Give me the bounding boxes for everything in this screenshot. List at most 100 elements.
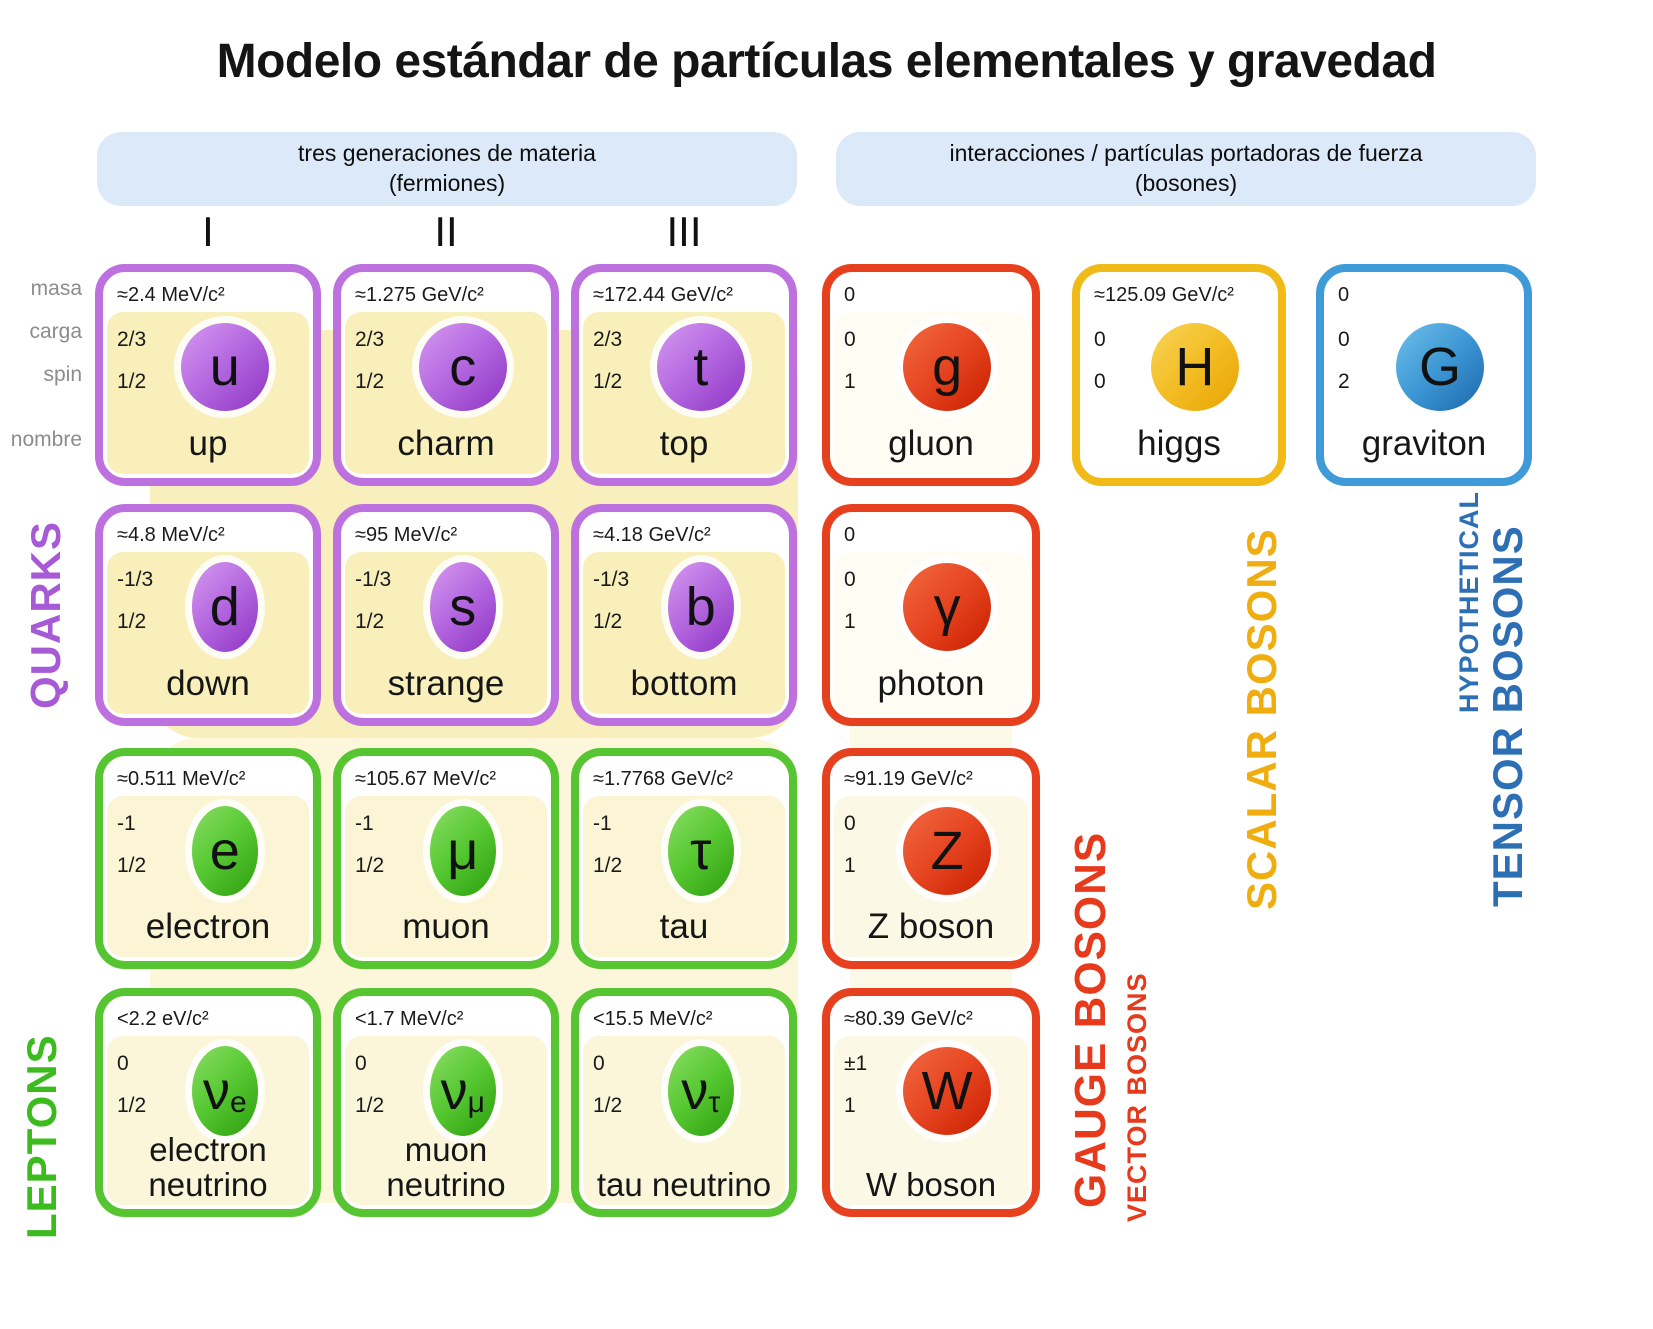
mass-value: 0 <box>844 524 856 546</box>
particle-symbol: ν <box>440 1061 468 1121</box>
row-label-charge: carga <box>29 320 82 343</box>
hypothetical-category-label: HYPOTHETICAL <box>1454 490 1484 713</box>
charge-value: 0 <box>844 812 856 835</box>
mass-value: ≈2.4 MeV/c² <box>117 284 225 306</box>
particle-card-higgs: ≈125.09 GeV/c² 0 0 H higgs <box>1072 264 1286 486</box>
particle-name: top <box>659 424 709 463</box>
particle-symbol: c <box>449 337 477 397</box>
particle-symbol: μ <box>447 821 479 881</box>
particle-card-graviton: 0 0 2 G graviton <box>1316 264 1532 486</box>
particle-symbol-circle: g <box>903 323 992 411</box>
page-title: Modelo estándar de partículas elementale… <box>216 35 1437 88</box>
particle-symbol-subscript: μ <box>467 1086 485 1119</box>
bosons-header-line2: (bosones) <box>1134 170 1238 196</box>
mass-value: ≈4.18 GeV/c² <box>593 524 711 546</box>
fermions-header-line1: tres generaciones de materia <box>298 140 596 167</box>
particle-symbol-circle: t <box>656 323 745 411</box>
charge-value: 2/3 <box>117 328 147 351</box>
particle-symbol-circle: u <box>180 323 269 411</box>
mass-value: <15.5 MeV/c² <box>593 1008 713 1030</box>
mass-value: 0 <box>844 284 856 306</box>
mass-value: ≈0.511 MeV/c² <box>117 768 246 790</box>
charge-value: -1/3 <box>117 568 154 591</box>
particle-symbol: g <box>932 337 963 397</box>
row-label-mass: masa <box>30 277 82 300</box>
particle-name: photon <box>877 664 985 703</box>
charge-value: -1 <box>355 812 374 835</box>
generation-label-1: I <box>202 208 214 255</box>
charge-value: -1/3 <box>355 568 392 591</box>
spin-value: 1 <box>844 370 856 393</box>
mass-value: ≈4.8 MeV/c² <box>117 524 225 546</box>
particle-card-z-boson: ≈91.19 GeV/c² 0 1 Z Z boson <box>822 748 1040 969</box>
particle-symbol: γ <box>933 577 961 637</box>
particle-symbol: ν <box>681 1061 709 1121</box>
particle-symbol: u <box>209 337 240 397</box>
spin-value: 1/2 <box>593 1094 623 1117</box>
particle-symbol-circle: τ <box>667 806 734 896</box>
particle-symbol: τ <box>690 821 712 881</box>
spin-value: 0 <box>1094 370 1106 393</box>
particle-symbol: s <box>449 577 477 637</box>
spin-value: 1/2 <box>117 1094 147 1117</box>
mass-value: ≈105.67 MeV/c² <box>355 768 497 790</box>
charge-value: ±1 <box>844 1052 868 1075</box>
particle-symbol-circle: e <box>191 806 258 896</box>
particle-symbol: G <box>1418 337 1461 397</box>
row-label-spin: spin <box>43 363 82 386</box>
particle-card-strange: ≈95 MeV/c² -1/3 1/2 s strange <box>333 504 559 726</box>
spin-value: 1/2 <box>355 370 385 393</box>
particle-name: gluon <box>888 424 974 463</box>
mass-value: ≈1.275 GeV/c² <box>355 284 484 306</box>
particle-name: W boson <box>865 1166 997 1204</box>
bosons-header-line1: interacciones / partículas portadoras de… <box>949 140 1423 167</box>
particle-card-down: ≈4.8 MeV/c² -1/3 1/2 d down <box>95 504 321 726</box>
particle-symbol-circle: γ <box>903 563 992 651</box>
mass-value: <2.2 eV/c² <box>117 1008 209 1030</box>
particle-card-electron: ≈0.511 MeV/c² -1 1/2 e electron <box>95 748 321 969</box>
mass-value: ≈1.7768 GeV/c² <box>593 768 733 790</box>
tensor-bosons-category-label: TENSOR BOSONS <box>1484 525 1531 907</box>
particle-name: electron <box>145 907 271 946</box>
particle-symbol-circle: H <box>1150 323 1239 411</box>
particle-card-top: ≈172.44 GeV/c² 2/3 1/2 t top <box>571 264 797 486</box>
particle-name: bottom <box>630 664 738 703</box>
mass-value: 0 <box>1338 284 1350 306</box>
vector-bosons-category-label: VECTOR BOSONS <box>1122 972 1152 1222</box>
spin-value: 1/2 <box>355 854 385 877</box>
particle-name: Z boson <box>867 907 995 946</box>
scalar-bosons-category-label: SCALAR BOSONS <box>1238 528 1285 910</box>
spin-value: 1/2 <box>117 854 147 877</box>
bosons-header-band: interacciones / partículas portadoras de… <box>836 132 1536 206</box>
spin-value: 1/2 <box>593 610 623 633</box>
particle-symbol: W <box>921 1061 973 1121</box>
generation-label-3: III <box>666 208 702 255</box>
particle-card-bottom: ≈4.18 GeV/c² -1/3 1/2 b bottom <box>571 504 797 726</box>
mass-value: ≈172.44 GeV/c² <box>593 284 733 306</box>
spin-value: 1/2 <box>117 370 147 393</box>
charge-value: -1/3 <box>593 568 630 591</box>
spin-value: 1 <box>844 610 856 633</box>
fermions-header-line2: (fermiones) <box>388 170 506 196</box>
particle-symbol-circle: W <box>903 1047 992 1135</box>
mass-value: ≈95 MeV/c² <box>355 524 458 546</box>
particle-symbol-circle: b <box>667 562 734 652</box>
particle-symbol: H <box>1175 337 1215 397</box>
charge-value: 0 <box>593 1052 605 1075</box>
spin-value: 1/2 <box>355 610 385 633</box>
spin-value: 2 <box>1338 370 1350 393</box>
particle-symbol: d <box>209 577 240 637</box>
charge-value: 2/3 <box>593 328 623 351</box>
particle-card-w-boson: ≈80.39 GeV/c² ±1 1 W W boson <box>822 988 1040 1217</box>
particle-symbol-subscript: e <box>229 1086 247 1119</box>
charge-value: -1 <box>593 812 612 835</box>
charge-value: 0 <box>844 568 856 591</box>
particle-name: charm <box>397 424 495 463</box>
gauge-bosons-category-label: GAUGE BOSONS <box>1066 831 1115 1209</box>
particle-name: graviton <box>1361 424 1487 463</box>
spin-value: 1 <box>844 1094 856 1117</box>
